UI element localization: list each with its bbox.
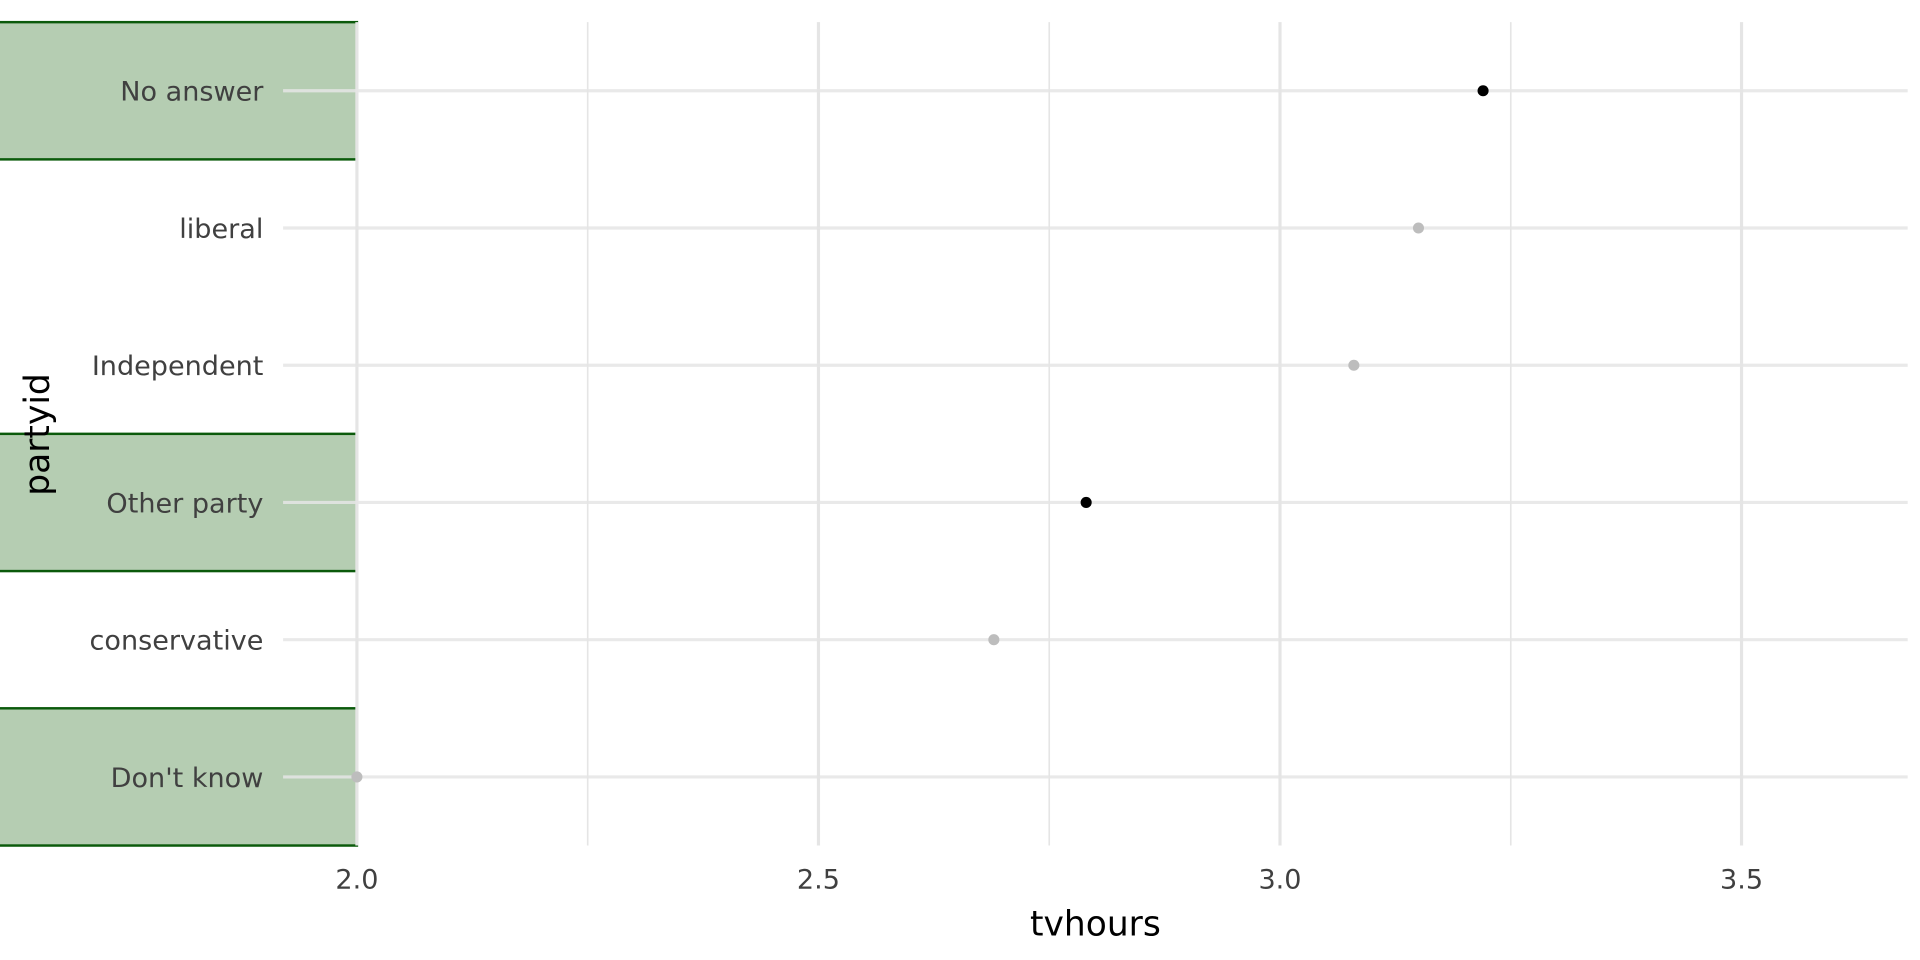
data-point	[1080, 496, 1092, 508]
data-points	[351, 85, 1489, 783]
x-tick-label: 3.5	[1720, 865, 1763, 896]
y-tick-labels: No answer liberal Independent Other party co…	[90, 77, 265, 794]
x-tick-label: 2.5	[797, 865, 840, 896]
data-point	[1348, 359, 1360, 371]
y-tick-label: Don't know	[111, 763, 264, 794]
data-point	[988, 634, 1000, 646]
x-tick-label: 3.0	[1258, 865, 1301, 896]
data-point	[1412, 222, 1424, 234]
y-tick-label: No answer	[120, 77, 264, 108]
y-tick-label: Independent	[92, 351, 264, 382]
data-point	[1477, 85, 1489, 97]
y-axis-title: partyid	[18, 373, 58, 496]
data-point	[351, 771, 363, 783]
y-tick-label: Other party	[106, 488, 263, 519]
x-tick-label: 2.0	[335, 865, 378, 896]
grid	[283, 22, 1908, 846]
y-tick-label: conservative	[90, 626, 264, 657]
x-axis-title: tvhours	[1030, 904, 1161, 944]
x-tick-labels: 2.0 2.5 3.0 3.5	[335, 865, 1763, 896]
y-tick-label: liberal	[179, 214, 263, 245]
